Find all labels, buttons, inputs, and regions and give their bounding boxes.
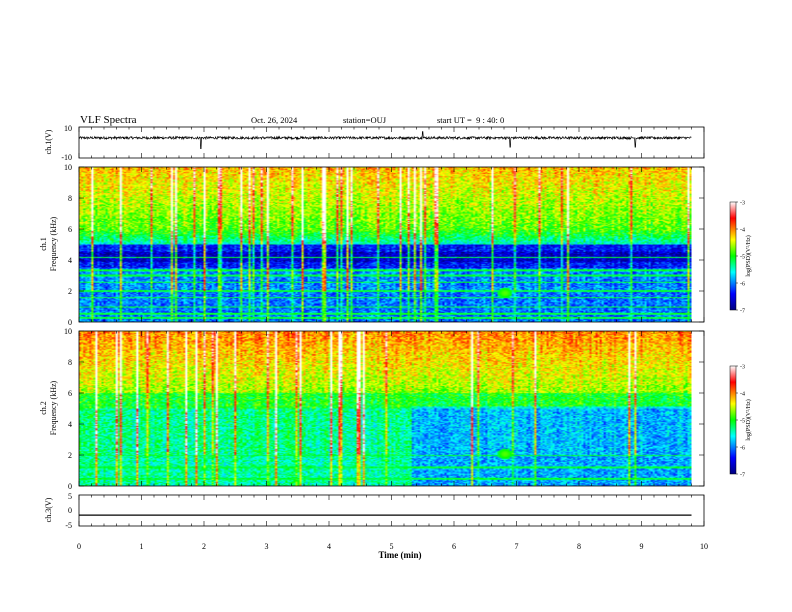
ch2-spec-ylabel-line2: Frequency (kHz) (49, 380, 58, 435)
ch1-ylabel: ch.1(V) (44, 129, 53, 154)
x-tick-label: 5 (390, 542, 394, 551)
ch3-ytick-bottom: -5 (65, 521, 72, 530)
ch1-spectrogram-image (79, 167, 692, 322)
colorbar-tick-label: -6 (740, 446, 745, 452)
y-tick-label: 4 (68, 420, 72, 429)
station-label: station=OUJ (343, 115, 387, 125)
y-tick-label: 10 (64, 327, 72, 336)
ch1-spectrogram-panel: 0 2 4 6 8 10 ch.1 Frequency (kHz) -3 -4 -5 -6 -7 … (39, 163, 752, 327)
start-ut-label: start UT = 9 : 40: 0 (437, 115, 504, 125)
ch3-ytick-mid: 0 (68, 506, 72, 515)
y-tick-label: 0 (68, 482, 72, 491)
y-tick-label: 8 (68, 358, 72, 367)
ch1-ytick-top: 10 (64, 124, 72, 133)
colorbar-tick-label: -4 (740, 392, 745, 398)
colorbar-tick-label: -7 (740, 309, 745, 315)
x-tick-label: 3 (265, 542, 269, 551)
ch2-colorbar-ticks: -3 -4 -5 -6 -7 (736, 365, 745, 479)
x-tick-label: 0 (77, 542, 81, 551)
ch2-spectrogram-panel: 0 2 4 6 8 10 ch.2 Frequency (kHz) -3 -4 -5 -6 -7 … (39, 327, 752, 491)
ch3-ylabel: ch.3(V) (44, 497, 53, 522)
ch1-spectrogram-ticks (78, 167, 705, 322)
x-tick-label: 1 (140, 542, 144, 551)
y-tick-label: 2 (68, 287, 72, 296)
colorbar-tick-label: -5 (740, 255, 745, 261)
y-tick-label: 6 (68, 225, 72, 234)
x-tick-label: 2 (202, 542, 206, 551)
x-axis-tick-labels: 0 1 2 3 4 5 6 7 8 9 10 (77, 542, 708, 551)
ch3-ytick-top: 5 (68, 492, 72, 501)
x-tick-label: 6 (452, 542, 456, 551)
ch2-spectrogram-image (79, 331, 692, 486)
ch1-waveform-panel: 10 -10 ch.1(V) (44, 124, 705, 162)
ch2-colorbar-bar (729, 365, 737, 475)
ch1-spec-ylabel-line1: ch.1 (39, 237, 48, 251)
x-tick-label: 7 (515, 542, 519, 551)
ch1-spec-ylabel-line2: Frequency (kHz) (49, 216, 58, 271)
y-tick-label: 8 (68, 194, 72, 203)
y-tick-label: 0 (68, 318, 72, 327)
y-tick-label: 6 (68, 389, 72, 398)
ch2-spectrogram-ticks (78, 331, 705, 486)
ch1-colorbar-bar (729, 201, 737, 311)
date-label: Oct. 26, 2024 (251, 115, 298, 125)
ch2-spectrogram-yticks: 0 2 4 6 8 10 (64, 327, 704, 491)
ch1-spectrogram-yticks: 0 2 4 6 8 10 (64, 163, 704, 327)
figure-title: VLF Spectra (80, 114, 137, 126)
ch1-ytick-bottom: -10 (61, 153, 72, 162)
x-tick-label: 4 (327, 542, 331, 551)
x-tick-label: 8 (577, 542, 581, 551)
ch3-waveform-ticks (78, 495, 705, 526)
ch1-colorbar-label: log(PSD)(V²/Hz) (745, 235, 752, 276)
y-tick-label: 2 (68, 451, 72, 460)
ch1-colorbar-ticks: -3 -4 -5 -6 -7 (736, 201, 745, 315)
y-tick-label: 4 (68, 256, 72, 265)
ch2-colorbar-label: log(PSD)(V²/Hz) (745, 399, 752, 440)
x-axis-label: Time (min) (378, 550, 421, 560)
colorbar-tick-label: -5 (740, 419, 745, 425)
y-tick-label: 10 (64, 163, 72, 172)
colorbar-tick-label: -3 (740, 365, 745, 371)
ch2-spec-ylabel-line1: ch.2 (39, 401, 48, 415)
colorbar-tick-label: -3 (740, 201, 745, 207)
ch3-waveform-panel: 5 0 -5 ch.3(V) (44, 492, 705, 530)
x-tick-label: 10 (700, 542, 708, 551)
ch1-waveform-ticks (78, 127, 705, 158)
colorbar-tick-label: -7 (740, 473, 745, 479)
ch2-colorbar: -3 -4 -5 -6 -7 log(PSD)(V²/Hz) (729, 365, 752, 479)
ch1-waveform-line (78, 131, 692, 150)
x-tick-label: 9 (640, 542, 644, 551)
colorbar-tick-label: -6 (740, 282, 745, 288)
ch1-colorbar: -3 -4 -5 -6 -7 log(PSD)(V²/Hz) (729, 201, 752, 315)
colorbar-tick-label: -4 (740, 228, 745, 234)
